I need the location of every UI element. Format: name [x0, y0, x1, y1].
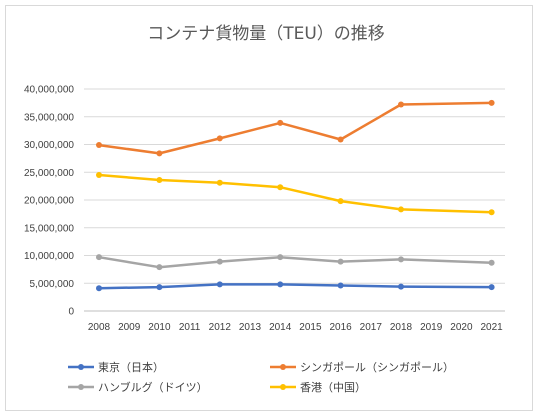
legend: 東京（日本） シンガポール（シンガポール） ハンブルグ（ドイツ） 香港（中国）: [68, 360, 454, 394]
data-point: [216, 135, 223, 142]
y-tick-label: 30,000,000: [24, 140, 74, 151]
series-line: [97, 101, 493, 155]
legend-item: ハンブルグ（ドイツ）: [68, 380, 208, 394]
data-point: [156, 177, 163, 184]
x-tick-label: 2008: [88, 322, 111, 333]
x-tick-label: 2011: [179, 322, 201, 333]
series-2: [96, 254, 495, 271]
legend-label: ハンブルグ（ドイツ）: [98, 380, 208, 394]
x-tick-label: 2015: [299, 322, 322, 333]
series-group: [96, 99, 495, 292]
data-point: [96, 172, 102, 179]
data-point: [277, 254, 284, 261]
data-point: [156, 284, 163, 291]
data-point: [488, 284, 495, 291]
data-point: [337, 198, 344, 205]
legend-marker: [78, 364, 84, 370]
chart-title: コンテナ貨物量（TEU）の推移: [147, 24, 385, 44]
legend-label: 東京（日本）: [98, 360, 164, 374]
data-point: [277, 281, 284, 288]
legend-label: 香港（中国）: [300, 381, 366, 394]
x-tick-label: 2020: [450, 322, 473, 333]
data-point: [337, 282, 344, 289]
x-tick-label: 2018: [390, 322, 413, 333]
legend-marker: [78, 384, 84, 390]
x-tick-label: 2019: [420, 322, 443, 333]
legend-marker: [280, 364, 286, 370]
x-tick-label: 2017: [360, 322, 383, 333]
y-tick-label: 15,000,000: [24, 223, 74, 234]
data-point: [156, 150, 163, 157]
series-3: [96, 172, 495, 216]
y-axis-labels: 0 5,000,000 10,000,000 15,000,000 20,000,000…: [24, 85, 75, 318]
data-point: [96, 142, 102, 149]
gridlines: [84, 88, 505, 312]
legend-item: 東京（日本）: [68, 360, 164, 374]
data-point: [337, 258, 344, 265]
y-tick-label: 5,000,000: [30, 279, 75, 290]
legend-label: シンガポール（シンガポール）: [300, 361, 454, 374]
data-point: [96, 254, 102, 261]
x-tick-label: 2009: [118, 322, 141, 333]
legend-item: シンガポール（シンガポール）: [270, 361, 454, 374]
x-tick-label: 2014: [269, 322, 292, 333]
x-tick-label: 2012: [209, 322, 232, 333]
series-0: [96, 281, 495, 292]
data-point: [216, 258, 223, 265]
data-point: [488, 99, 495, 106]
x-tick-label: 2010: [148, 322, 171, 333]
data-point: [337, 136, 344, 143]
x-axis-labels: 2008 2009 2010 2011 2012 2013 2014 2015 2016 2017…: [88, 322, 503, 333]
series-1: [96, 99, 495, 157]
data-point: [216, 179, 223, 186]
data-point: [488, 259, 495, 266]
data-point: [277, 184, 284, 191]
y-tick-label: 10,000,000: [24, 251, 74, 262]
data-point: [156, 264, 163, 271]
legend-item: 香港（中国）: [270, 381, 366, 394]
data-point: [277, 119, 284, 126]
legend-marker: [280, 384, 286, 390]
data-point: [216, 281, 223, 288]
data-point: [398, 256, 404, 263]
data-point: [398, 283, 404, 290]
y-tick-label: 25,000,000: [24, 168, 74, 179]
data-point: [398, 101, 404, 108]
data-point: [488, 209, 495, 216]
y-tick-label: 35,000,000: [24, 112, 74, 123]
chart-frame: [5, 5, 533, 411]
data-point: [398, 206, 404, 213]
x-tick-label: 2013: [239, 322, 262, 333]
y-tick-label: 20,000,000: [24, 196, 74, 207]
x-tick-label: 2016: [329, 322, 352, 333]
y-tick-label: 0: [68, 307, 74, 318]
x-tick-label: 2021: [480, 322, 503, 333]
y-tick-label: 40,000,000: [24, 85, 74, 96]
data-point: [96, 285, 102, 292]
